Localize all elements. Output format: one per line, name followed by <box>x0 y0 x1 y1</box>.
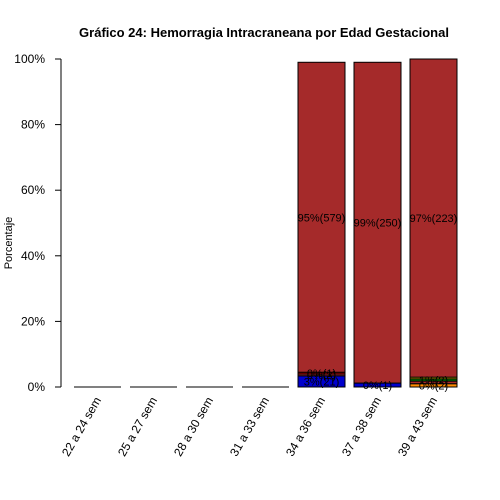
segment-label: 0%(2) <box>419 380 448 392</box>
segment-label: 0%(3) <box>307 370 336 382</box>
y-axis: 0% 20% 40% 60% 80% 100% <box>14 52 62 394</box>
bar-segment <box>409 58 458 378</box>
y-tick-label: 0% <box>28 380 46 394</box>
x-tick-label: 28 a 30 sem <box>171 395 216 459</box>
segment-label: 1%(2) <box>419 375 448 387</box>
x-tick-label: 22 a 24 sem <box>59 395 104 459</box>
y-tick-label: 60% <box>21 183 45 197</box>
x-tick-label: 34 a 36 sem <box>283 395 328 459</box>
bars <box>74 58 458 388</box>
y-tick-label: 100% <box>14 52 45 66</box>
x-tick-label: 31 a 33 sem <box>227 395 272 459</box>
segment-label: 99%(250) <box>354 218 402 230</box>
x-tick-label: 39 a 43 sem <box>395 395 440 459</box>
segment-label: 95%(579) <box>298 212 346 224</box>
segment-label: 3%(21) <box>304 376 339 388</box>
segment-label: 97%(223) <box>410 213 458 225</box>
x-tick-label: 25 a 27 sem <box>115 395 160 459</box>
bar-segment <box>353 61 402 384</box>
segment-label: 0%(1) <box>307 368 336 380</box>
y-tick-label: 80% <box>21 118 45 132</box>
segment-label: 0%(1) <box>363 380 392 392</box>
x-tick-label: 37 a 38 sem <box>339 395 384 459</box>
y-axis-label: Porcentaje <box>3 217 15 270</box>
y-tick-label: 20% <box>21 314 45 328</box>
y-tick-label: 40% <box>21 249 45 263</box>
bar-segment <box>297 61 346 373</box>
chart-title: Gráfico 24: Hemorragia Intracraneana por… <box>79 25 449 40</box>
segment-labels: 3%(21)0%(3)0%(1)95%(579)0%(1)99%(250)0%(… <box>298 212 458 392</box>
x-axis-labels: 22 a 24 sem 25 a 27 sem 28 a 30 sem 31 a 33… <box>59 395 440 459</box>
